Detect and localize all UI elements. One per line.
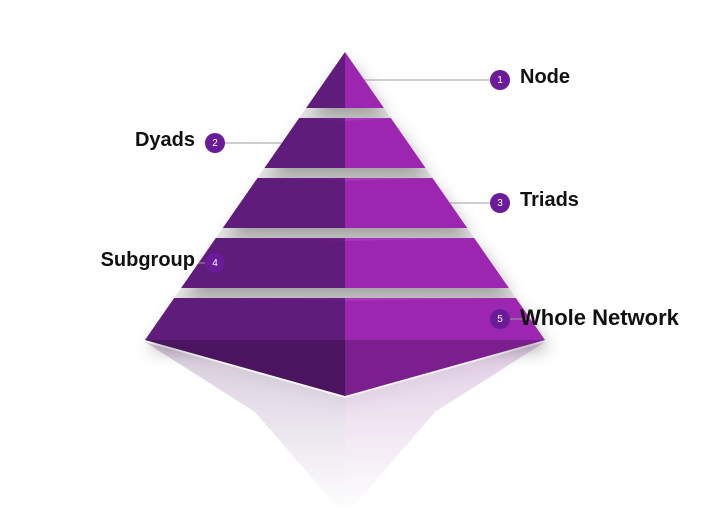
seg-right-4 xyxy=(345,238,509,288)
seg-right-3 xyxy=(345,178,467,228)
badge-subgroup: 4 xyxy=(205,253,225,273)
badge-node: 1 xyxy=(490,70,510,90)
gap-left-4 xyxy=(174,288,345,298)
badge-number: 4 xyxy=(212,258,218,269)
label-dyads: Dyads xyxy=(135,129,195,152)
gap-right-2 xyxy=(345,168,433,178)
seg-left-1 xyxy=(306,52,345,108)
seg-left-5 xyxy=(145,298,345,340)
pyramid-segment-5 xyxy=(145,298,545,340)
gap-left-2 xyxy=(258,168,346,178)
gap-right-3 xyxy=(345,228,474,238)
label-subgroup: Subgroup xyxy=(101,249,195,272)
seg-right-2 xyxy=(345,118,426,168)
pyramid-segment-3 xyxy=(223,178,467,228)
badge-number: 1 xyxy=(497,75,503,86)
pyramid-segment-2 xyxy=(264,118,425,168)
label-whole-network: Whole Network xyxy=(520,305,679,331)
badge-triads: 3 xyxy=(490,193,510,213)
gap-right-1 xyxy=(345,108,391,118)
gap-left-1 xyxy=(299,108,345,118)
pyramid-segment-4 xyxy=(181,238,509,288)
gap-left-3 xyxy=(216,228,345,238)
label-node: Node xyxy=(520,66,570,89)
badge-number: 3 xyxy=(497,198,503,209)
pyramid-infographic: 1 Node 2 Dyads 3 Triads 4 Subgroup 5 Whole Networ… xyxy=(0,0,723,508)
badge-whole-network: 5 xyxy=(490,309,510,329)
label-triads: Triads xyxy=(520,189,579,212)
badge-number: 2 xyxy=(212,138,218,149)
badge-dyads: 2 xyxy=(205,133,225,153)
badge-number: 5 xyxy=(497,314,503,325)
gap-right-4 xyxy=(345,288,516,298)
seg-left-3 xyxy=(223,178,345,228)
